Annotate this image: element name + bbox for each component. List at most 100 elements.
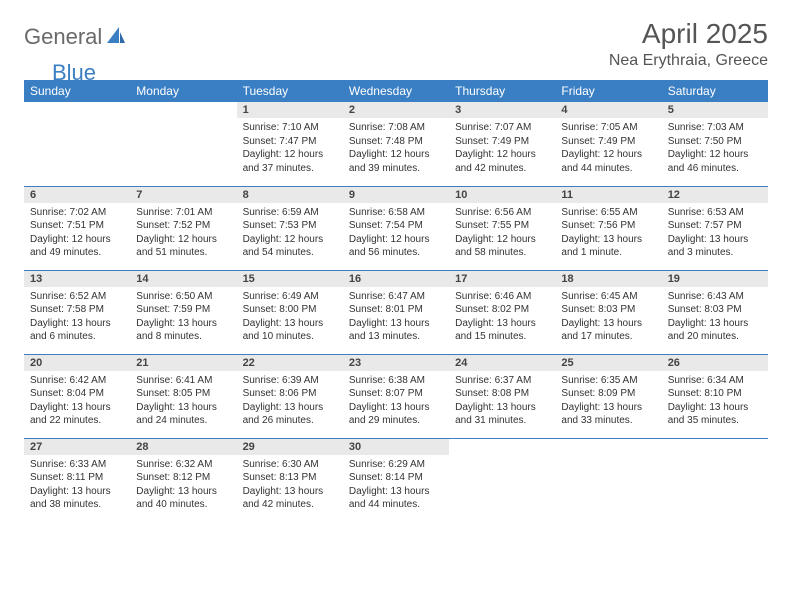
sunrise-line: Sunrise: 6:59 AM <box>243 206 337 220</box>
daylight-line: Daylight: 12 hours and 42 minutes. <box>455 148 549 175</box>
sunset-line: Sunset: 7:48 PM <box>349 135 443 149</box>
day-details: Sunrise: 7:01 AMSunset: 7:52 PMDaylight:… <box>130 203 236 264</box>
sunset-line: Sunset: 7:49 PM <box>455 135 549 149</box>
calendar-cell: 2Sunrise: 7:08 AMSunset: 7:48 PMDaylight… <box>343 102 449 186</box>
day-number: 14 <box>130 271 236 287</box>
daylight-line: Daylight: 13 hours and 17 minutes. <box>561 317 655 344</box>
calendar-table: SundayMondayTuesdayWednesdayThursdayFrid… <box>24 80 768 522</box>
daylight-line: Daylight: 12 hours and 54 minutes. <box>243 233 337 260</box>
daylight-line: Daylight: 13 hours and 31 minutes. <box>455 401 549 428</box>
daylight-line: Daylight: 13 hours and 15 minutes. <box>455 317 549 344</box>
sunset-line: Sunset: 8:10 PM <box>668 387 762 401</box>
day-number: 11 <box>555 187 661 203</box>
weekday-header: Thursday <box>449 80 555 102</box>
daylight-line: Daylight: 13 hours and 3 minutes. <box>668 233 762 260</box>
day-details: Sunrise: 6:53 AMSunset: 7:57 PMDaylight:… <box>662 203 768 264</box>
calendar-cell: 30Sunrise: 6:29 AMSunset: 8:14 PMDayligh… <box>343 438 449 522</box>
sunset-line: Sunset: 7:52 PM <box>136 219 230 233</box>
daylight-line: Daylight: 13 hours and 8 minutes. <box>136 317 230 344</box>
sunset-line: Sunset: 8:01 PM <box>349 303 443 317</box>
calendar-cell: 11Sunrise: 6:55 AMSunset: 7:56 PMDayligh… <box>555 186 661 270</box>
day-number: 7 <box>130 187 236 203</box>
calendar-cell: 26Sunrise: 6:34 AMSunset: 8:10 PMDayligh… <box>662 354 768 438</box>
day-number: 3 <box>449 102 555 118</box>
calendar-cell: 12Sunrise: 6:53 AMSunset: 7:57 PMDayligh… <box>662 186 768 270</box>
sunset-line: Sunset: 8:12 PM <box>136 471 230 485</box>
sunrise-line: Sunrise: 6:38 AM <box>349 374 443 388</box>
calendar-cell: 7Sunrise: 7:01 AMSunset: 7:52 PMDaylight… <box>130 186 236 270</box>
calendar-cell: 20Sunrise: 6:42 AMSunset: 8:04 PMDayligh… <box>24 354 130 438</box>
calendar-cell: 6Sunrise: 7:02 AMSunset: 7:51 PMDaylight… <box>24 186 130 270</box>
sunrise-line: Sunrise: 6:42 AM <box>30 374 124 388</box>
day-details: Sunrise: 6:38 AMSunset: 8:07 PMDaylight:… <box>343 371 449 432</box>
weekday-header: Wednesday <box>343 80 449 102</box>
day-details: Sunrise: 6:37 AMSunset: 8:08 PMDaylight:… <box>449 371 555 432</box>
sail-icon <box>106 26 126 49</box>
daylight-line: Daylight: 12 hours and 51 minutes. <box>136 233 230 260</box>
daylight-line: Daylight: 13 hours and 33 minutes. <box>561 401 655 428</box>
daylight-line: Daylight: 13 hours and 40 minutes. <box>136 485 230 512</box>
weekday-header: Tuesday <box>237 80 343 102</box>
sunrise-line: Sunrise: 6:46 AM <box>455 290 549 304</box>
calendar-cell: 27Sunrise: 6:33 AMSunset: 8:11 PMDayligh… <box>24 438 130 522</box>
calendar-cell: 10Sunrise: 6:56 AMSunset: 7:55 PMDayligh… <box>449 186 555 270</box>
sunrise-line: Sunrise: 6:53 AM <box>668 206 762 220</box>
day-number: 17 <box>449 271 555 287</box>
day-number: 2 <box>343 102 449 118</box>
sunset-line: Sunset: 8:03 PM <box>561 303 655 317</box>
daylight-line: Daylight: 12 hours and 58 minutes. <box>455 233 549 260</box>
calendar-body: 1Sunrise: 7:10 AMSunset: 7:47 PMDaylight… <box>24 102 768 522</box>
day-number: 28 <box>130 439 236 455</box>
daylight-line: Daylight: 13 hours and 42 minutes. <box>243 485 337 512</box>
sunset-line: Sunset: 7:47 PM <box>243 135 337 149</box>
day-number: 9 <box>343 187 449 203</box>
calendar-cell: 25Sunrise: 6:35 AMSunset: 8:09 PMDayligh… <box>555 354 661 438</box>
day-number: 6 <box>24 187 130 203</box>
day-number: 22 <box>237 355 343 371</box>
calendar-cell: 29Sunrise: 6:30 AMSunset: 8:13 PMDayligh… <box>237 438 343 522</box>
calendar-cell: 1Sunrise: 7:10 AMSunset: 7:47 PMDaylight… <box>237 102 343 186</box>
sunrise-line: Sunrise: 6:37 AM <box>455 374 549 388</box>
calendar-cell: 15Sunrise: 6:49 AMSunset: 8:00 PMDayligh… <box>237 270 343 354</box>
sunrise-line: Sunrise: 6:45 AM <box>561 290 655 304</box>
day-details: Sunrise: 6:34 AMSunset: 8:10 PMDaylight:… <box>662 371 768 432</box>
sunrise-line: Sunrise: 6:49 AM <box>243 290 337 304</box>
day-number: 26 <box>662 355 768 371</box>
day-details: Sunrise: 6:33 AMSunset: 8:11 PMDaylight:… <box>24 455 130 516</box>
daylight-line: Daylight: 12 hours and 39 minutes. <box>349 148 443 175</box>
calendar-cell: 21Sunrise: 6:41 AMSunset: 8:05 PMDayligh… <box>130 354 236 438</box>
sunset-line: Sunset: 8:04 PM <box>30 387 124 401</box>
weekday-header: Friday <box>555 80 661 102</box>
calendar-cell: 5Sunrise: 7:03 AMSunset: 7:50 PMDaylight… <box>662 102 768 186</box>
sunrise-line: Sunrise: 6:29 AM <box>349 458 443 472</box>
day-details: Sunrise: 7:03 AMSunset: 7:50 PMDaylight:… <box>662 118 768 179</box>
day-details: Sunrise: 7:08 AMSunset: 7:48 PMDaylight:… <box>343 118 449 179</box>
sunrise-line: Sunrise: 7:08 AM <box>349 121 443 135</box>
sunrise-line: Sunrise: 6:56 AM <box>455 206 549 220</box>
day-details: Sunrise: 6:32 AMSunset: 8:12 PMDaylight:… <box>130 455 236 516</box>
sunrise-line: Sunrise: 6:35 AM <box>561 374 655 388</box>
sunset-line: Sunset: 7:50 PM <box>668 135 762 149</box>
day-details: Sunrise: 6:39 AMSunset: 8:06 PMDaylight:… <box>237 371 343 432</box>
sunset-line: Sunset: 7:55 PM <box>455 219 549 233</box>
weekday-header: Monday <box>130 80 236 102</box>
day-details: Sunrise: 6:56 AMSunset: 7:55 PMDaylight:… <box>449 203 555 264</box>
sunset-line: Sunset: 7:57 PM <box>668 219 762 233</box>
day-details: Sunrise: 6:41 AMSunset: 8:05 PMDaylight:… <box>130 371 236 432</box>
day-number: 27 <box>24 439 130 455</box>
sunset-line: Sunset: 8:14 PM <box>349 471 443 485</box>
sunset-line: Sunset: 8:07 PM <box>349 387 443 401</box>
title-block: April 2025 Nea Erythraia, Greece <box>609 18 768 70</box>
calendar-header-row: SundayMondayTuesdayWednesdayThursdayFrid… <box>24 80 768 102</box>
day-number: 5 <box>662 102 768 118</box>
weekday-header: Saturday <box>662 80 768 102</box>
calendar-cell <box>130 102 236 186</box>
sunrise-line: Sunrise: 6:33 AM <box>30 458 124 472</box>
day-details: Sunrise: 7:07 AMSunset: 7:49 PMDaylight:… <box>449 118 555 179</box>
sunrise-line: Sunrise: 6:30 AM <box>243 458 337 472</box>
day-number: 19 <box>662 271 768 287</box>
logo-text-blue: Blue <box>52 60 96 86</box>
sunset-line: Sunset: 8:05 PM <box>136 387 230 401</box>
day-details: Sunrise: 6:30 AMSunset: 8:13 PMDaylight:… <box>237 455 343 516</box>
sunset-line: Sunset: 7:54 PM <box>349 219 443 233</box>
